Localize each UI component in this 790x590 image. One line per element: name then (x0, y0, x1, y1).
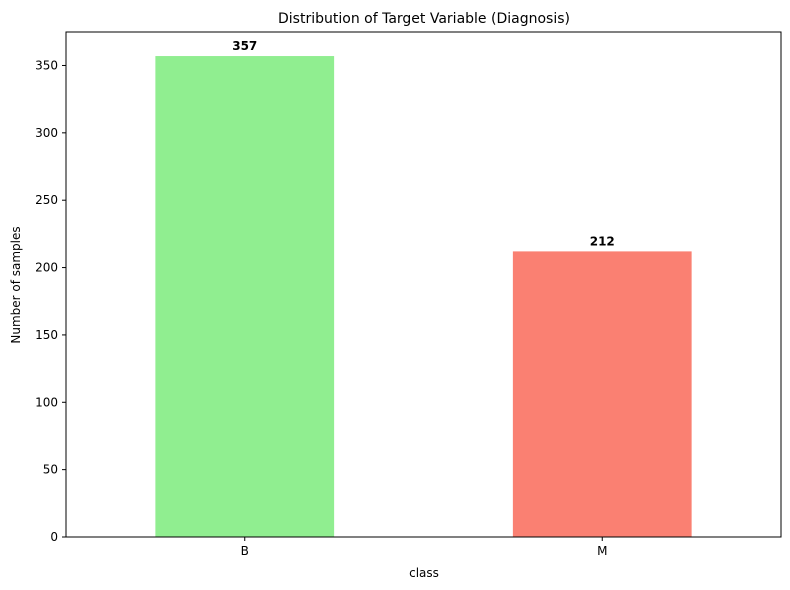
y-tick-label-50: 50 (43, 463, 58, 477)
y-tick-label-250: 250 (35, 193, 58, 207)
y-tick-label-100: 100 (35, 395, 58, 409)
bars-group (155, 56, 692, 538)
y-tick-label-300: 300 (35, 126, 58, 140)
bar-B (155, 56, 335, 538)
bar-value-label-M: 212 (590, 234, 615, 248)
bar-M (512, 251, 692, 537)
y-tick-label-350: 350 (35, 58, 58, 72)
y-tick-label-0: 0 (50, 530, 58, 544)
plot-frame (65, 31, 782, 538)
bar-value-label-B: 357 (232, 39, 257, 53)
y-tick-label-200: 200 (35, 261, 58, 275)
y-axis: 0 50 100 150 200 250 300 350 (35, 58, 66, 544)
y-tick-label-150: 150 (35, 328, 58, 342)
x-tick-label-M: M (597, 544, 607, 558)
chart-title: Distribution of Target Variable (Diagnos… (278, 11, 570, 27)
x-tick-label-B: B (241, 544, 249, 558)
y-axis-label: Number of samples (9, 226, 23, 343)
x-axis-label: class (409, 566, 439, 580)
bar-labels-group: 357 212 (232, 39, 615, 248)
